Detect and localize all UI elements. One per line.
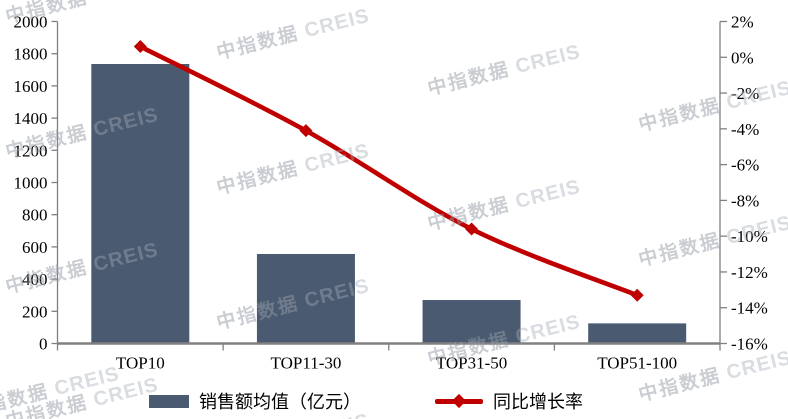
right-axis-tick-label: -16% [731, 335, 768, 354]
diamond-marker-top31-50 [465, 222, 479, 236]
bar-top31-50 [422, 300, 521, 344]
left-axis-tick-label: 2000 [14, 13, 48, 32]
x-axis-category-label: TOP10 [116, 354, 165, 373]
left-axis-tick-label: 0 [39, 335, 48, 354]
right-axis-tick-label: -6% [731, 156, 759, 175]
left-axis-tick-label: 1200 [14, 141, 48, 160]
bar-series-swatch [149, 394, 189, 408]
right-axis-tick-label: 2% [731, 13, 754, 32]
diamond-marker-top51-100 [630, 288, 644, 302]
right-axis-tick-label: -14% [731, 299, 768, 318]
line-series-swatch [435, 393, 483, 409]
legend: 销售额均值（亿元） 同比增长率 [0, 388, 760, 414]
axes [51, 20, 727, 351]
left-axis-tick-label: 400 [22, 270, 48, 289]
left-axis-tick-label: 1800 [14, 45, 48, 64]
left-axis-tick-label: 800 [22, 206, 48, 225]
right-axis-tick-label: -8% [731, 191, 759, 210]
left-axis-tick-label: 200 [22, 302, 48, 321]
legend-item-line-series: 同比增长率 [435, 388, 583, 414]
bar-top51-100 [588, 323, 687, 344]
bar-series-label: 销售额均值（亿元） [199, 392, 361, 412]
growth-rate-line [138, 44, 640, 298]
x-axis-category-label: TOP31-50 [436, 354, 507, 373]
diamond-marker-icon [451, 393, 467, 409]
axis-labels: 0 200 400 600 800 1000 1200 1400 1600 1800 2000 2% 0… [14, 13, 768, 373]
x-axis-category-label: TOP11-30 [271, 354, 342, 373]
right-axis-tick-label: -10% [731, 227, 768, 246]
diamond-marker-top10 [133, 40, 147, 54]
line-series-label: 同比增长率 [493, 392, 583, 412]
right-axis-tick-label: 0% [731, 48, 754, 67]
left-axis-tick-label: 1400 [14, 109, 48, 128]
diamond-marker-top11-30 [299, 124, 313, 138]
bar-top11-30 [256, 253, 355, 344]
left-axis-tick-label: 600 [22, 238, 48, 257]
right-axis-tick-label: -4% [731, 120, 759, 139]
right-axis-tick-label: -2% [731, 84, 759, 103]
x-axis-category-label: TOP51-100 [597, 354, 677, 373]
left-axis-tick-label: 1600 [14, 77, 48, 96]
left-axis-tick-label: 1000 [14, 174, 48, 193]
bar-top10 [91, 64, 190, 344]
right-axis-tick-label: -12% [731, 263, 768, 282]
legend-item-bar-series: 销售额均值（亿元） [149, 388, 361, 414]
